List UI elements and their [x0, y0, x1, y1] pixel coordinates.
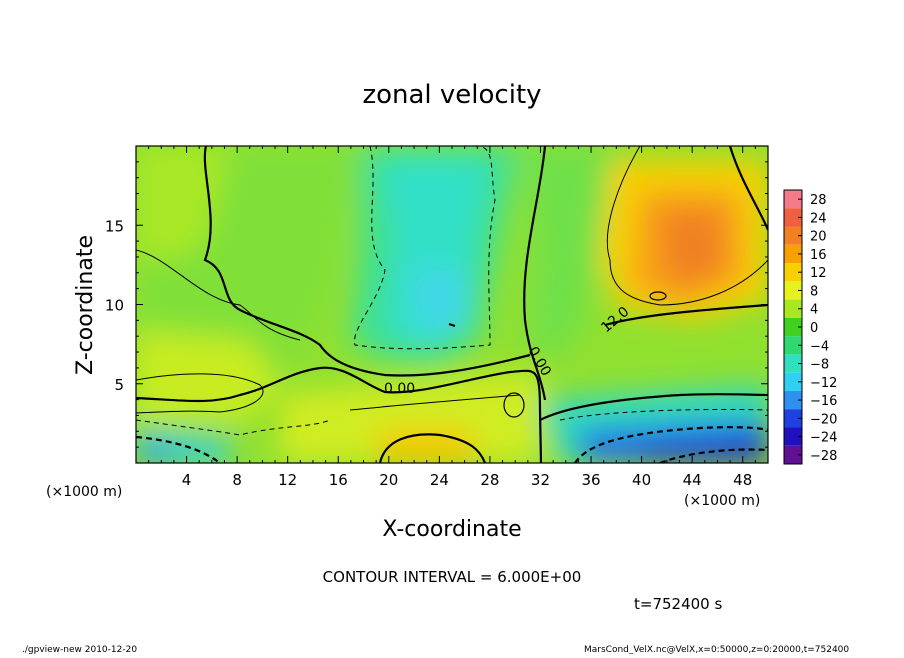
contour-6-lower-center — [349, 394, 521, 411]
x-tick-label: 36 — [581, 471, 600, 489]
x-tick-label: 16 — [329, 471, 348, 489]
contour-label-1: 0.00 — [384, 381, 415, 397]
contour-small-mark — [448, 323, 456, 327]
contour-neg18-right — [659, 448, 768, 463]
colorbar-label: −4 — [810, 339, 829, 354]
x-tick-label: 8 — [232, 471, 242, 489]
field-cyan-core — [410, 270, 470, 340]
contour-neg12-right — [574, 426, 768, 463]
x-tick-labels: 4 8 12 16 20 24 28 32 36 40 44 48 — [182, 471, 752, 489]
colorbar-swatch — [784, 263, 802, 282]
x-axis-label: X-coordinate — [382, 517, 521, 542]
x-tick-label: 40 — [632, 471, 651, 489]
colorbar-label: 20 — [810, 230, 827, 245]
contour-zero-lower — [136, 366, 543, 463]
x-tick-label: 44 — [683, 471, 702, 489]
y-tick-label: 5 — [114, 376, 124, 394]
colorbar-label: 28 — [810, 193, 827, 208]
x-tick-label: 20 — [379, 471, 398, 489]
x-unit-right: (×1000 m) — [684, 493, 760, 509]
contour-neg12-left-bottom — [136, 435, 221, 463]
y-tick-labels: 5 10 15 — [105, 217, 124, 394]
y-tick-label: 10 — [105, 297, 124, 315]
y-axis-label: Z-coordinate — [73, 235, 98, 375]
y-tick-label: 15 — [105, 217, 124, 235]
time-label: t=752400 s — [634, 595, 722, 613]
footer-right: MarsCond_VelX.nc@VelX,x=0:50000,z=0:2000… — [584, 645, 849, 654]
colorbar-label: −12 — [810, 376, 837, 391]
colorbar-swatch — [784, 299, 802, 318]
colorbar: 28 24 20 16 12 8 4 0 −4 −8 −12 −16 −20 −24 −28 — [783, 189, 837, 465]
colorbar-label: 4 — [810, 303, 818, 318]
colorbar-label: −16 — [810, 394, 837, 409]
contour-zero-right-lower — [539, 393, 768, 421]
contour-interval: CONTOUR INTERVAL = 6.000E+00 — [323, 568, 582, 586]
colorbar-label: 12 — [810, 266, 827, 281]
colorbar-swatch — [784, 427, 802, 446]
colorbar-label: 0 — [810, 321, 818, 336]
contour-zero-right-top — [728, 146, 768, 231]
contour-12-right — [606, 146, 768, 306]
field-mid-right — [520, 146, 620, 360]
colorbar-swatch — [784, 354, 802, 373]
colorbar-swatch — [784, 390, 802, 410]
colorbar-swatch — [784, 409, 802, 428]
x-tick-label: 24 — [430, 471, 449, 489]
footer-left: ./gpview-new 2010-12-20 — [22, 645, 137, 654]
field-left-mid — [136, 330, 280, 420]
x-tick-label: 12 — [278, 471, 297, 489]
x-tick-label: 32 — [531, 471, 550, 489]
colorbar-swatch — [784, 445, 802, 464]
colorbar-label: 8 — [810, 284, 818, 299]
colorbar-label: 24 — [810, 211, 827, 226]
contour-zero-upper — [203, 146, 531, 377]
colorbar-label: −20 — [810, 412, 837, 427]
colorbar-swatch — [784, 336, 802, 355]
colorbar-swatch — [784, 317, 802, 337]
colorbar-swatch — [784, 208, 802, 227]
colorbar-label: −28 — [810, 449, 837, 464]
x-unit-left: (×1000 m) — [46, 484, 122, 500]
chart-title: zonal velocity — [362, 80, 541, 110]
contour-12-bottom — [378, 433, 487, 463]
colorbar-label: −24 — [810, 431, 837, 446]
contour-neg6-cyan — [353, 146, 496, 350]
contour-small-loop — [503, 392, 525, 418]
colorbar-swatch — [784, 190, 802, 209]
contour-zero-right-mid — [604, 303, 768, 327]
tick-marks — [136, 146, 768, 463]
colorbar-swatch — [784, 281, 802, 300]
colorbar-swatch — [784, 244, 802, 264]
contour-neg6-left-bottom — [136, 419, 331, 436]
x-tick-label: 48 — [733, 471, 752, 489]
colorbar-label: −8 — [810, 358, 829, 373]
x-tick-label: 4 — [182, 471, 192, 489]
x-tick-label: 28 — [480, 471, 499, 489]
contour-6-left-lower — [136, 373, 264, 414]
contour-6-left — [136, 249, 301, 341]
colorbar-swatch — [784, 372, 802, 391]
contour-18-loop — [649, 291, 667, 301]
contour-zero-vertical — [523, 146, 547, 401]
field-lower-center — [280, 370, 540, 463]
colorbar-swatch — [784, 226, 802, 245]
colorbar-label: 16 — [810, 248, 827, 263]
field-left-bottom-blue — [136, 445, 175, 463]
contour-lines — [136, 146, 768, 463]
field-orange-core — [660, 210, 725, 290]
